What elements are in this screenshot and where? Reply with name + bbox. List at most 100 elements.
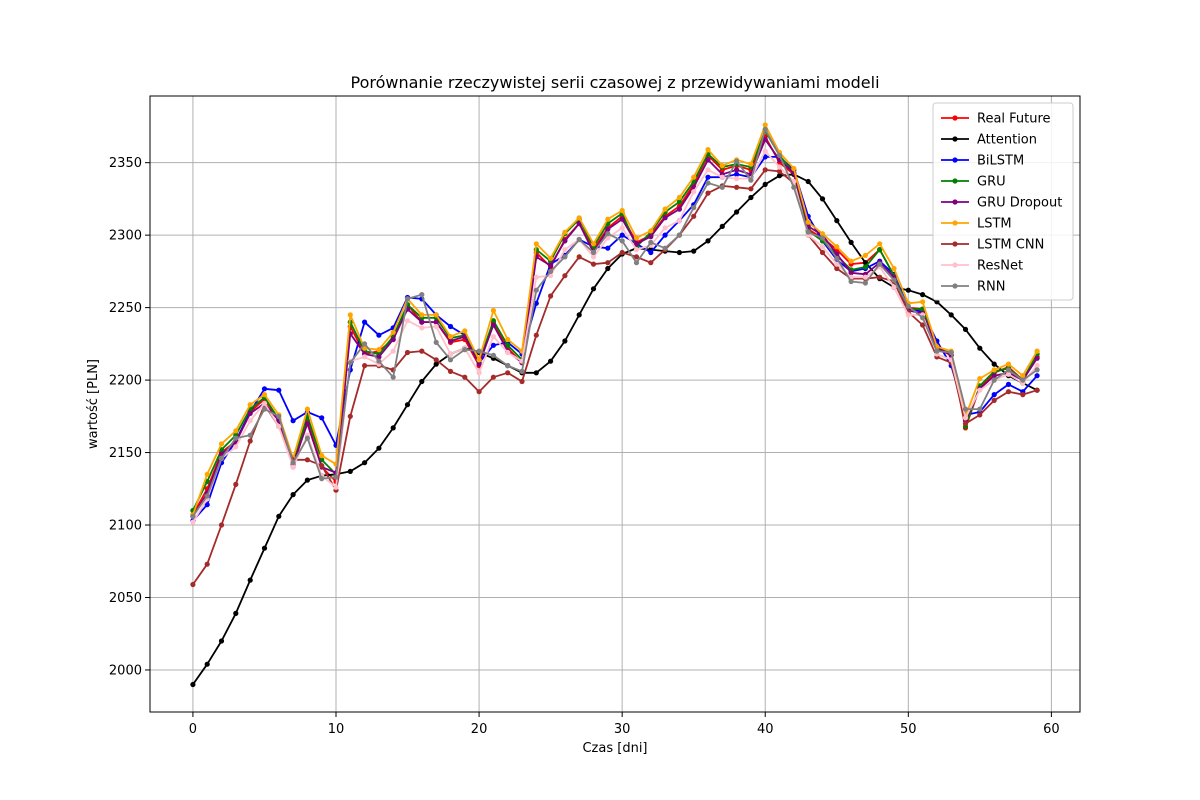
data-point-rnn <box>404 296 411 302</box>
data-point-lstm <box>218 441 225 447</box>
data-point-resnet <box>290 464 296 470</box>
y-tick-label: 2100 <box>109 519 142 534</box>
data-point-lstm-cnn <box>490 374 496 380</box>
data-point-rnn <box>290 460 296 466</box>
legend-swatch-marker <box>952 178 958 184</box>
data-point-bilstm <box>605 245 611 251</box>
data-point-lstm <box>662 206 668 212</box>
x-tick-label: 10 <box>328 722 345 737</box>
data-point-rnn <box>605 231 611 237</box>
legend-swatch-marker <box>952 157 958 163</box>
data-point-gru-dropout <box>419 319 425 325</box>
data-point-lstm <box>891 265 897 272</box>
data-point-lstm <box>1034 348 1040 354</box>
legend-swatch-marker <box>952 283 958 289</box>
data-point-resnet <box>447 351 454 357</box>
data-point-lstm <box>1005 361 1012 367</box>
data-point-lstm-cnn <box>462 374 468 380</box>
data-point-gru-dropout <box>376 354 382 360</box>
data-point-bilstm <box>762 154 768 160</box>
data-point-lstm <box>748 161 754 167</box>
data-point-attention <box>834 218 840 224</box>
plot-frame <box>149 95 1081 713</box>
data-point-rnn <box>347 360 353 366</box>
data-point-attention <box>218 638 225 644</box>
data-point-lstm <box>433 312 439 318</box>
data-point-attention <box>204 661 210 667</box>
data-point-gru-dropout <box>490 322 496 328</box>
y-tick-label: 2250 <box>109 301 142 316</box>
legend-item: LSTM <box>941 217 1012 232</box>
data-point-rnn <box>619 238 625 244</box>
data-point-rnn <box>247 432 253 438</box>
data-point-bilstm <box>705 174 711 180</box>
data-point-lstm-cnn <box>691 213 697 219</box>
legend-label: Real Future <box>977 112 1051 127</box>
data-point-rnn <box>362 341 368 347</box>
data-point-lstm-cnn <box>218 522 225 528</box>
data-point-resnet <box>490 334 496 340</box>
data-point-resnet <box>633 247 640 253</box>
data-point-lstm <box>691 174 697 180</box>
data-point-gru-dropout <box>605 226 611 232</box>
data-point-lstm-cnn <box>404 349 411 356</box>
legend-label: Attention <box>977 133 1037 148</box>
data-point-lstm <box>419 312 425 318</box>
legend-item: ResNet <box>941 259 1023 274</box>
data-point-rnn <box>633 260 640 266</box>
data-point-gru <box>877 247 883 253</box>
data-point-lstm-cnn <box>362 363 368 369</box>
data-point-rnn <box>905 303 911 309</box>
data-point-rnn <box>934 348 940 354</box>
data-point-attention <box>977 345 983 351</box>
data-point-attention <box>691 248 697 254</box>
data-point-lstm-cnn <box>734 184 740 190</box>
data-point-lstm-cnn <box>1020 392 1026 398</box>
data-point-gru-dropout <box>991 373 997 379</box>
series-lstm <box>190 122 1040 518</box>
data-point-rnn <box>476 348 482 354</box>
data-point-rnn <box>462 347 468 353</box>
data-point-attention <box>920 292 926 298</box>
data-point-resnet <box>891 284 897 290</box>
data-point-bilstm <box>261 386 268 392</box>
legend-swatch-marker <box>952 220 958 226</box>
data-point-gru <box>676 199 683 205</box>
data-point-rnn <box>590 249 597 256</box>
data-point-lstm <box>805 219 811 225</box>
data-point-lstm <box>247 402 253 408</box>
data-point-lstm-cnn <box>190 581 196 588</box>
data-point-lstm <box>920 299 926 305</box>
x-tick-label: 30 <box>614 722 631 737</box>
data-point-rnn <box>748 177 754 183</box>
data-point-gru-dropout <box>247 410 253 416</box>
data-point-attention <box>734 209 740 215</box>
data-point-resnet <box>404 318 411 324</box>
y-tick-label: 2350 <box>109 156 142 171</box>
data-point-rnn <box>433 339 439 345</box>
chart-title: Porównanie rzeczywistej serii czasowej z… <box>350 73 879 92</box>
data-point-bilstm <box>290 418 296 424</box>
data-point-resnet <box>390 348 396 354</box>
data-point-lstm <box>605 216 611 222</box>
data-point-lstm-cnn <box>247 438 253 444</box>
data-point-bilstm <box>276 387 282 393</box>
data-point-resnet <box>676 218 683 224</box>
data-point-attention <box>562 338 568 344</box>
data-point-attention <box>805 178 811 185</box>
data-point-lstm-cnn <box>319 463 325 469</box>
data-point-attention <box>190 681 196 688</box>
legend-label: BiLSTM <box>977 154 1024 169</box>
data-point-lstm <box>347 312 353 318</box>
data-point-attention <box>304 477 310 483</box>
data-point-attention <box>590 286 597 292</box>
data-point-lstm-cnn <box>1005 389 1012 395</box>
data-point-gru-dropout <box>676 206 683 212</box>
legend-label: LSTM <box>977 217 1012 232</box>
legend-item: Real Future <box>941 112 1051 127</box>
data-point-rnn <box>719 184 725 190</box>
data-point-rnn <box>920 315 926 321</box>
data-point-rnn <box>276 413 282 419</box>
data-point-lstm-cnn <box>819 249 826 256</box>
